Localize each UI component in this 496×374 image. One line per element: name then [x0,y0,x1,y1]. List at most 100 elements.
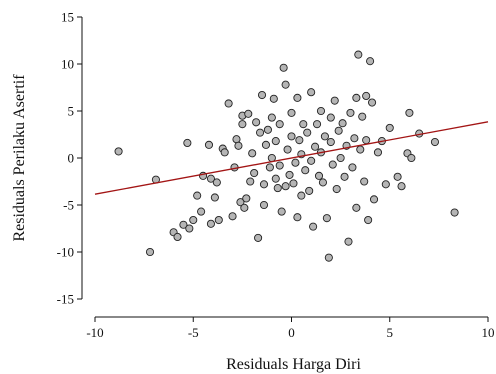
data-point [312,120,322,129]
data-point [289,179,298,188]
x-tick-label: 10 [482,325,495,340]
data-point [350,134,359,143]
data-point [287,108,296,117]
data-point [183,138,192,148]
data-point [285,170,294,179]
data-point [254,233,263,242]
data-point [179,220,188,229]
data-point [397,182,406,191]
data-point [368,98,377,107]
data-point [246,177,255,186]
data-point [305,186,314,195]
data-point [311,142,320,151]
data-point [145,247,155,257]
data-point [405,108,414,117]
data-point [450,208,459,217]
data-point [356,145,365,154]
data-point [281,182,290,191]
data-point [240,203,249,212]
x-tick-label: 5 [387,325,394,340]
data-point [320,132,329,141]
data-point [301,166,310,175]
data-point [206,174,215,183]
data-point [338,119,347,128]
data-point [114,147,123,156]
data-point [281,80,290,89]
data-point [173,232,182,242]
data-point [257,90,267,100]
data-point [322,214,331,223]
data-point [293,213,302,222]
data-point [407,153,416,163]
data-point [362,91,371,101]
data-point [291,158,300,167]
data-points [114,50,459,262]
data-point [220,148,229,157]
x-tick-label: -10 [86,325,103,340]
data-point [369,195,379,204]
data-point [366,57,375,66]
data-point [242,194,251,203]
data-point [354,50,363,59]
data-point [193,191,202,200]
data-point [244,109,253,118]
data-point [299,120,308,129]
data-point [228,212,237,221]
data-point [373,148,383,157]
data-point [326,137,335,147]
data-point [309,222,318,231]
data-point [224,99,233,108]
x-tick-label: 0 [288,325,295,340]
y-tick-label: 5 [68,104,75,119]
data-point [330,96,339,105]
data-point [214,215,223,225]
data-point [326,113,335,122]
x-tick-label: -5 [188,325,199,340]
data-point [206,219,215,228]
data-point [210,193,219,202]
data-point [352,93,361,102]
data-point [252,118,261,127]
data-point [236,198,245,207]
data-point [314,171,324,180]
data-point [232,135,241,144]
data-point [250,168,259,178]
y-tick-label: 15 [61,10,74,25]
data-point [358,112,367,121]
data-point [334,126,343,135]
y-axis-label: Residuals Perilaku Asertif [11,74,28,242]
regression-line [94,121,489,195]
y-tick-label: -15 [57,292,74,307]
data-point [303,128,312,137]
data-point [212,178,221,187]
axes: -10 -5 0 5 10 -15 -10 -5 0 5 10 15 [57,10,495,341]
data-point [283,145,292,154]
data-point [393,172,402,181]
data-point [293,93,302,102]
data-point [271,174,280,183]
data-point [328,160,337,169]
y-tick-label: -5 [63,198,74,213]
data-point [344,237,353,246]
data-point [204,140,214,149]
data-point [340,172,349,181]
data-point [275,161,284,170]
data-point [277,207,286,216]
data-point [261,140,271,149]
x-axis-label: Residuals Harga Diri [226,356,361,373]
data-point [352,203,361,212]
data-point [287,132,296,141]
data-point [275,120,284,129]
data-point [316,106,326,116]
data-point [324,253,333,262]
data-point [197,207,206,216]
data-point [185,224,194,233]
data-point [297,191,306,200]
data-point [364,215,373,225]
data-point [332,184,341,194]
y-tick-label: -10 [57,245,74,260]
data-point [269,94,278,103]
data-point [346,108,355,117]
data-point [256,128,265,137]
